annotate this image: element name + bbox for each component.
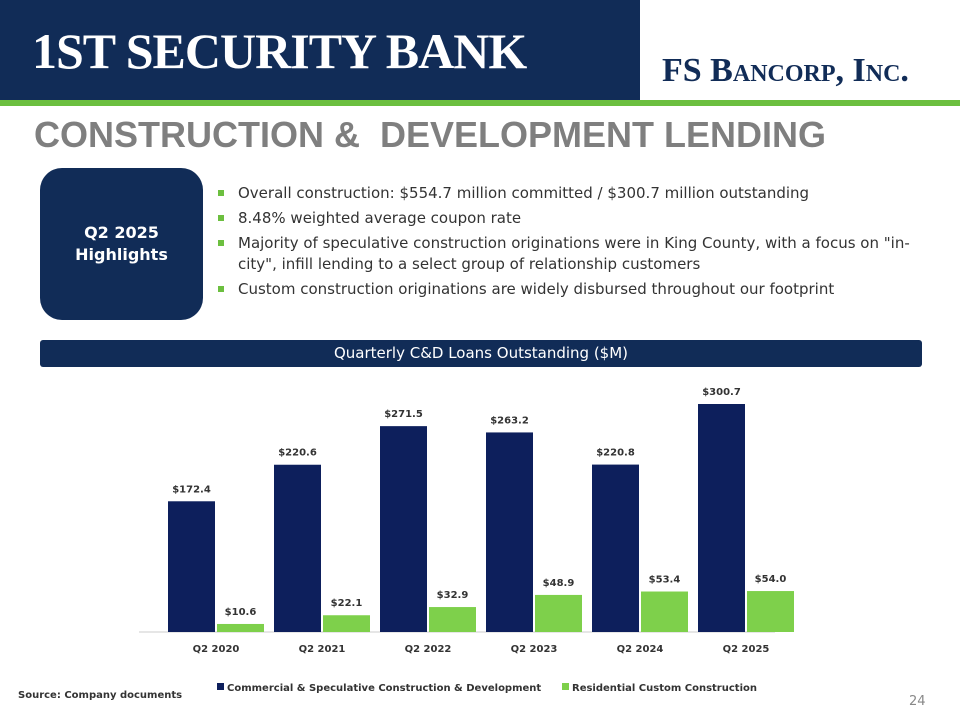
bar bbox=[698, 404, 745, 632]
value-label: $32.9 bbox=[437, 590, 469, 601]
value-label: $271.5 bbox=[384, 409, 423, 420]
source-note: Source: Company documents bbox=[18, 690, 183, 701]
bullet: Overall construction: $554.7 million com… bbox=[218, 183, 918, 204]
legend-swatch bbox=[217, 683, 224, 690]
value-label: $263.2 bbox=[490, 415, 529, 426]
bar bbox=[535, 594, 582, 632]
bar bbox=[429, 607, 476, 632]
x-tick-label: Q2 2023 bbox=[511, 644, 558, 655]
legend-swatch bbox=[562, 683, 569, 690]
value-label: $172.4 bbox=[172, 484, 211, 495]
bullet-list: Overall construction: $554.7 million com… bbox=[218, 183, 918, 304]
header-band bbox=[0, 0, 640, 100]
x-tick-label: Q2 2022 bbox=[405, 644, 452, 655]
company-logo: FS Bancorp, Inc. bbox=[662, 52, 909, 89]
bar bbox=[747, 591, 794, 632]
value-label: $53.4 bbox=[649, 575, 681, 586]
bar bbox=[641, 591, 688, 632]
slide-title: CONSTRUCTION & DEVELOPMENT LENDING bbox=[34, 114, 827, 155]
value-label: $300.7 bbox=[702, 387, 741, 398]
value-label: $220.8 bbox=[596, 448, 635, 459]
bar bbox=[323, 615, 370, 632]
bar bbox=[274, 464, 321, 632]
bullet: Majority of speculative construction ori… bbox=[218, 233, 918, 275]
x-tick-label: Q2 2021 bbox=[299, 644, 346, 655]
bar bbox=[592, 464, 639, 632]
highlights-label: Q2 2025 Highlights bbox=[75, 223, 168, 264]
value-label: $22.1 bbox=[331, 598, 363, 609]
page-number: 24 bbox=[909, 694, 926, 709]
bullet: Custom construction originations are wid… bbox=[218, 279, 918, 300]
value-label: $48.9 bbox=[543, 578, 575, 589]
bar bbox=[486, 432, 533, 632]
value-label: $10.6 bbox=[225, 607, 257, 618]
legend-label: Commercial & Speculative Construction & … bbox=[227, 683, 541, 694]
highlights-box: Q2 2025 Highlights bbox=[40, 168, 203, 320]
x-tick-label: Q2 2020 bbox=[193, 644, 240, 655]
value-label: $220.6 bbox=[278, 448, 317, 459]
value-label: $54.0 bbox=[755, 574, 787, 585]
bar bbox=[217, 623, 264, 632]
legend-label: Residential Custom Construction bbox=[572, 683, 757, 694]
chart-title: Quarterly C&D Loans Outstanding ($M) bbox=[40, 340, 922, 367]
x-tick-label: Q2 2024 bbox=[617, 644, 664, 655]
bar bbox=[168, 501, 215, 632]
bar bbox=[380, 426, 427, 632]
bullet: 8.48% weighted average coupon rate bbox=[218, 208, 918, 229]
x-tick-label: Q2 2025 bbox=[723, 644, 770, 655]
header-rule bbox=[0, 100, 960, 106]
chart: $172.4 $10.6 Q2 2020 $220.6 $22.1 Q2 2021 $271… bbox=[139, 387, 794, 694]
bank-logo: 1st Security Bank bbox=[32, 23, 527, 79]
